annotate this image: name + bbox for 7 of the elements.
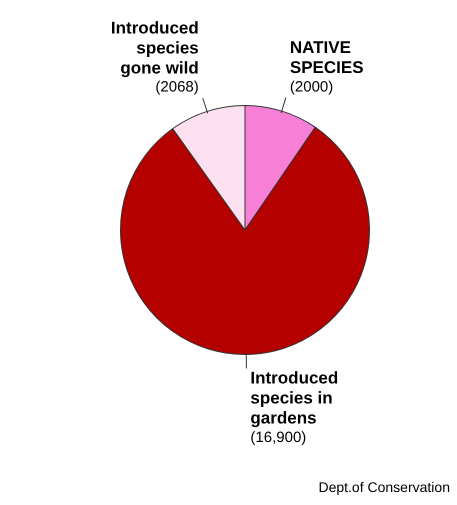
- text: Dept.of Conservation: [318, 478, 450, 495]
- data-label: (2068): [155, 78, 199, 96]
- slice-label: NATIVE SPECIES: [290, 38, 364, 77]
- slice-label: Introduced species gone wild: [110, 18, 199, 78]
- data-label: (2000): [290, 78, 334, 96]
- data-label: (16,900): [250, 429, 306, 446]
- slice-label: Introduced species in gardens: [250, 368, 338, 428]
